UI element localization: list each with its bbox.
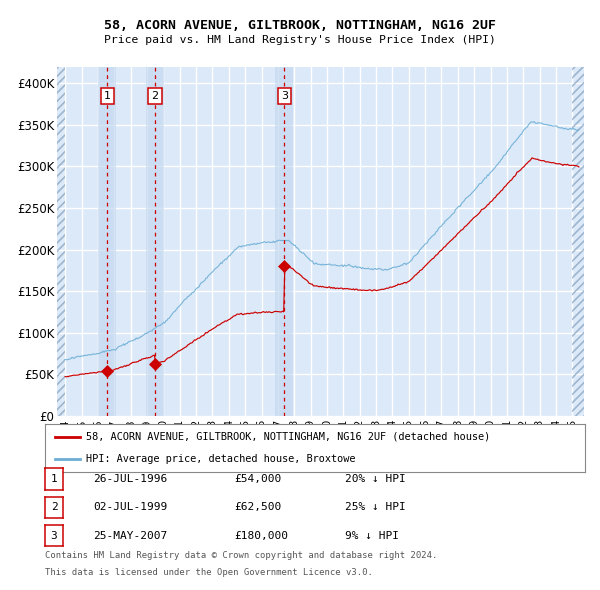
- Text: HPI: Average price, detached house, Broxtowe: HPI: Average price, detached house, Brox…: [86, 454, 355, 464]
- Text: 26-JUL-1996: 26-JUL-1996: [93, 474, 167, 484]
- Text: 2: 2: [50, 503, 58, 512]
- Text: £180,000: £180,000: [234, 531, 288, 540]
- Text: Price paid vs. HM Land Registry's House Price Index (HPI): Price paid vs. HM Land Registry's House …: [104, 35, 496, 45]
- Text: 25% ↓ HPI: 25% ↓ HPI: [345, 503, 406, 512]
- Bar: [57, 67, 65, 416]
- Text: 58, ACORN AVENUE, GILTBROOK, NOTTINGHAM, NG16 2UF (detached house): 58, ACORN AVENUE, GILTBROOK, NOTTINGHAM,…: [86, 432, 490, 442]
- Text: 2: 2: [152, 91, 159, 101]
- Text: 3: 3: [50, 531, 58, 540]
- Text: 02-JUL-1999: 02-JUL-1999: [93, 503, 167, 512]
- Text: 20% ↓ HPI: 20% ↓ HPI: [345, 474, 406, 484]
- Text: 25-MAY-2007: 25-MAY-2007: [93, 531, 167, 540]
- Text: £54,000: £54,000: [234, 474, 281, 484]
- Bar: [98, 67, 116, 416]
- Text: Contains HM Land Registry data © Crown copyright and database right 2024.: Contains HM Land Registry data © Crown c…: [45, 552, 437, 560]
- Text: 3: 3: [281, 91, 288, 101]
- Text: £62,500: £62,500: [234, 503, 281, 512]
- Bar: [146, 67, 164, 416]
- Text: 9% ↓ HPI: 9% ↓ HPI: [345, 531, 399, 540]
- Text: 1: 1: [50, 474, 58, 484]
- Bar: [572, 67, 584, 416]
- Bar: [572, 67, 584, 416]
- Text: 58, ACORN AVENUE, GILTBROOK, NOTTINGHAM, NG16 2UF: 58, ACORN AVENUE, GILTBROOK, NOTTINGHAM,…: [104, 19, 496, 32]
- Bar: [57, 67, 65, 416]
- Text: 1: 1: [104, 91, 111, 101]
- Bar: [275, 67, 293, 416]
- Text: This data is licensed under the Open Government Licence v3.0.: This data is licensed under the Open Gov…: [45, 568, 373, 577]
